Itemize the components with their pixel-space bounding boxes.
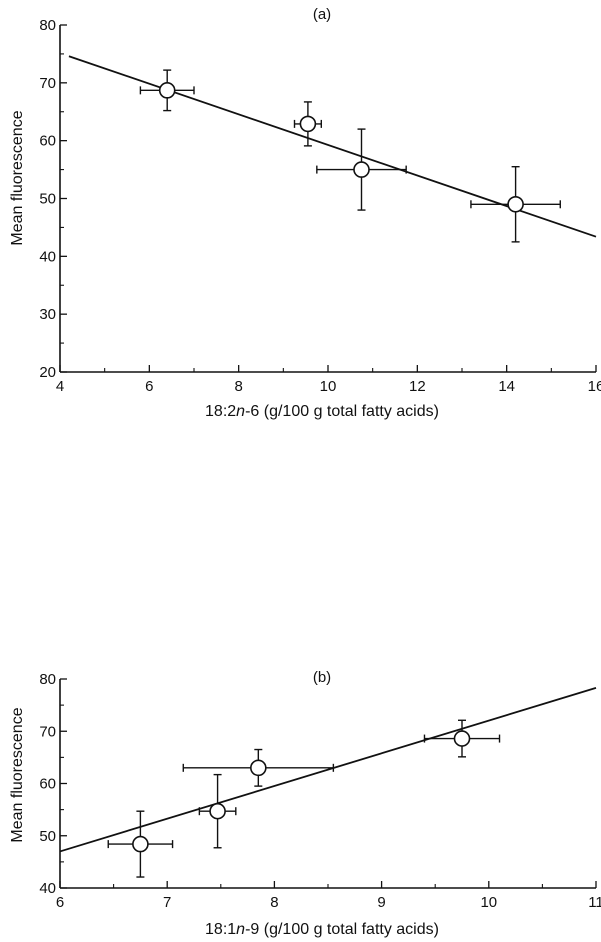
x-tick-label-b-8: 8 [270, 894, 278, 911]
y-tick-label-b-40: 40 [39, 880, 56, 897]
panel-label-a: (a) [313, 6, 331, 23]
x-tick-label-b-11: 11 [588, 894, 601, 911]
y-tick-label-a-80: 80 [39, 17, 56, 34]
data-point-a-2 [353, 161, 370, 178]
data-point-b-1 [209, 802, 226, 820]
x-axis-title-b: 18:1n-9 (g/100 g total fatty acids) [205, 921, 439, 938]
y-tick-label-b-60: 60 [39, 776, 56, 793]
x-tick-label-b-7: 7 [163, 894, 171, 911]
panel-a: (a) Mean fluorescence 18:2n-6 (g/100 g t… [9, 6, 601, 420]
data-point-b-3 [453, 730, 471, 747]
regression-line-b [59, 687, 597, 853]
x-tick-label-b-10: 10 [480, 894, 497, 911]
data-point-a-1 [299, 115, 317, 133]
y-tick-label-a-50: 50 [39, 191, 56, 208]
x-axis-title-a-italic: n [236, 403, 245, 420]
data-point-a-0 [158, 82, 176, 99]
y-tick-label-a-20: 20 [39, 364, 56, 381]
x-tick-label-a-10: 10 [320, 378, 337, 395]
y-tick-label-a-70: 70 [39, 75, 56, 92]
x-tick-label-a-14: 14 [498, 378, 515, 395]
y-tick-label-b-80: 80 [39, 671, 56, 688]
y-tick-label-b-70: 70 [39, 723, 56, 740]
y-tick-label-a-60: 60 [39, 133, 56, 150]
x-tick-label-a-4: 4 [56, 378, 64, 395]
y-axis-title-a: Mean fluorescence [9, 110, 26, 245]
x-axis-title-a-suffix: -6 (g/100 g total fatty acids) [245, 403, 439, 420]
x-tick-label-b-6: 6 [56, 894, 64, 911]
x-tick-label-a-12: 12 [409, 378, 426, 395]
x-tick-label-a-8: 8 [234, 378, 242, 395]
y-axis-title-b: Mean fluorescence [9, 707, 26, 842]
y-tick-label-a-40: 40 [39, 248, 56, 265]
y-tick-label-b-50: 50 [39, 828, 56, 845]
x-axis-title-b-prefix: 18:1 [205, 921, 236, 938]
x-tick-label-a-16: 16 [588, 378, 601, 395]
x-axis-title-a-prefix: 18:2 [205, 403, 236, 420]
x-tick-label-b-9: 9 [377, 894, 385, 911]
panel-b: (b) Mean fluorescence 18:1n-9 (g/100 g t… [9, 669, 601, 938]
x-tick-label-a-6: 6 [145, 378, 153, 395]
y-tick-label-a-30: 30 [39, 306, 56, 323]
data-point-b-0 [132, 835, 149, 853]
data-point-a-3 [507, 195, 524, 213]
x-axis-title-b-suffix: -9 (g/100 g total fatty acids) [245, 921, 439, 938]
x-axis-title-b-italic: n [236, 921, 245, 938]
panel-label-b: (b) [313, 669, 331, 686]
x-axis-title-a: 18:2n-6 (g/100 g total fatty acids) [205, 403, 439, 420]
data-point-b-2 [250, 759, 267, 777]
